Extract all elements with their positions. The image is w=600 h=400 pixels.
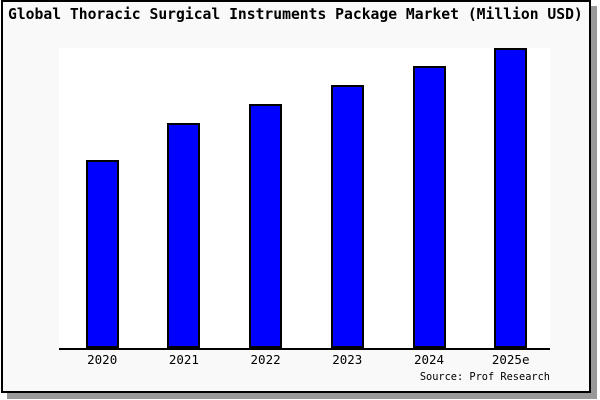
x-tick-label-2021: 2021 — [168, 352, 199, 367]
bar-2022 — [249, 104, 283, 348]
x-tick-label-2024: 2024 — [413, 352, 445, 367]
bar-2020 — [85, 160, 119, 348]
bar-2023 — [330, 85, 364, 348]
x-tick-label-2023: 2023 — [332, 352, 363, 367]
x-tick-label-2020: 2020 — [87, 352, 118, 367]
bar-2021 — [167, 123, 201, 348]
x-tick-label-2022: 2022 — [250, 352, 281, 367]
bar-2024 — [412, 66, 446, 348]
source-label: Source: Prof Research — [419, 371, 550, 383]
chart-title: Global Thoracic Surgical Instruments Pac… — [8, 6, 583, 23]
x-tick-label-2025e: 2025e — [491, 352, 530, 367]
plot-area — [59, 48, 550, 350]
bar-2025e — [494, 48, 528, 348]
